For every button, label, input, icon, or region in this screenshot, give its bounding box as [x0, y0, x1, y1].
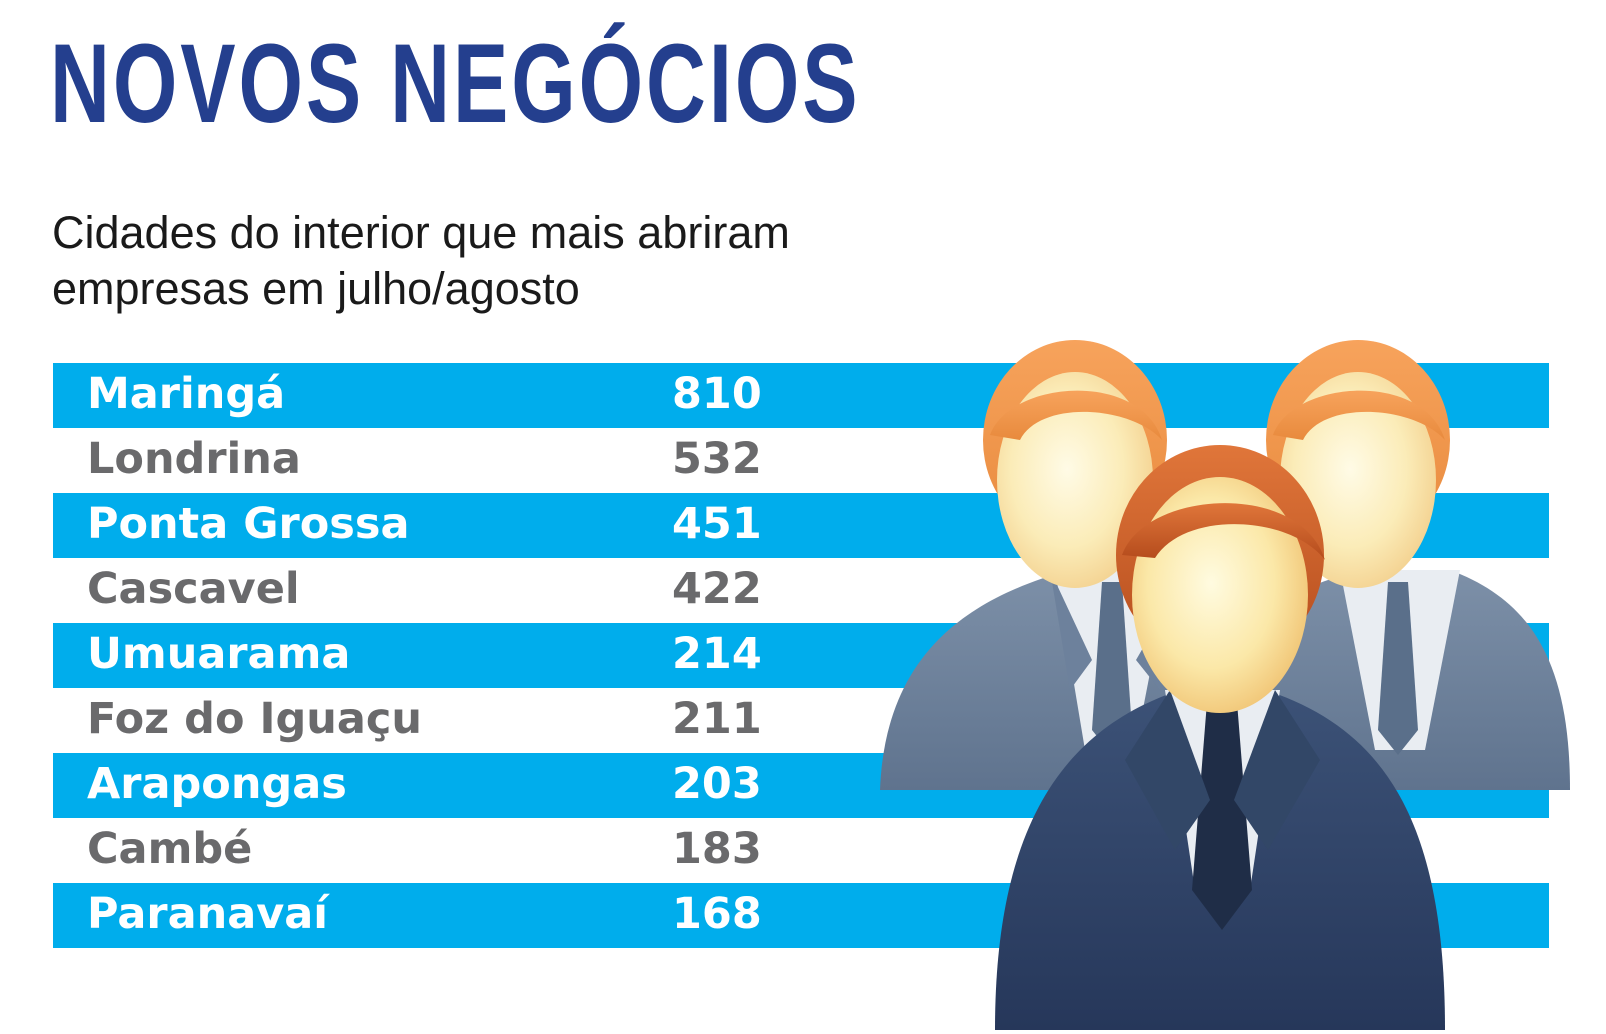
city-name: Foz do Iguaçu [87, 694, 422, 744]
city-name: Umuarama [87, 629, 351, 679]
new-companies-count: 211 [672, 694, 762, 744]
city-name: Paranavaí [87, 889, 329, 939]
new-companies-count: 214 [672, 629, 762, 679]
subtitle-line-1: Cidades do interior que mais abriram [52, 207, 790, 258]
city-name: Cambé [87, 824, 253, 874]
new-companies-count: 451 [672, 499, 762, 549]
new-companies-count: 168 [672, 889, 762, 939]
new-companies-count: 183 [672, 824, 762, 874]
subtitle: Cidades do interior que mais abriram emp… [52, 205, 952, 317]
new-companies-count: 422 [672, 564, 762, 614]
subtitle-line-2: empresas em julho/agosto [52, 263, 580, 314]
front-person [995, 445, 1445, 1030]
city-name: Arapongas [87, 759, 347, 809]
new-companies-count: 810 [672, 369, 762, 419]
page-title: NOVOS NEGÓCIOS [50, 21, 861, 146]
city-name: Cascavel [87, 564, 300, 614]
new-companies-count: 532 [672, 434, 762, 484]
business-people-group-icon [880, 340, 1570, 1030]
city-name: Maringá [87, 369, 286, 419]
city-name: Londrina [87, 434, 301, 484]
city-name: Ponta Grossa [87, 499, 410, 549]
new-companies-count: 203 [672, 759, 762, 809]
